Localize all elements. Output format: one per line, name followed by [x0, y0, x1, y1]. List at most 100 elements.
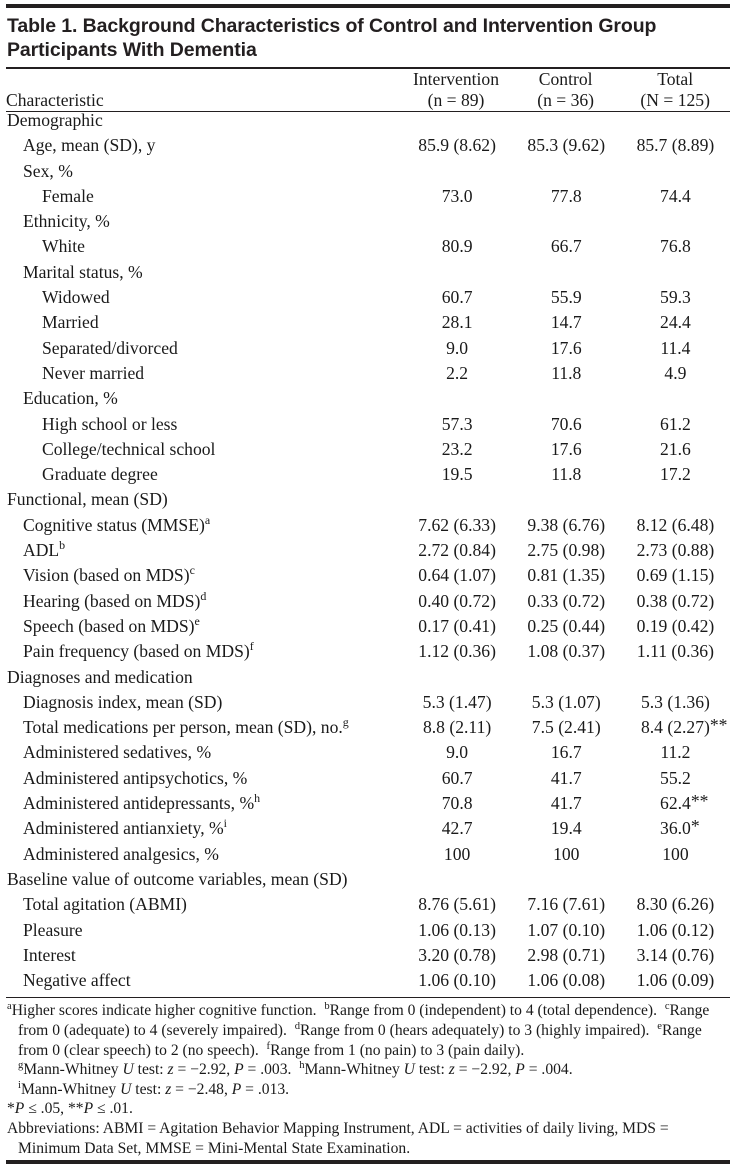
cell-total-value: 74.4 — [660, 186, 691, 206]
cell-total: 85.7 (8.89) — [621, 135, 730, 162]
table-row: High school or less 57.3 70.6 61.2 — [6, 415, 730, 441]
row-label: Speech (based on MDS)e — [6, 615, 403, 643]
table-row: Marital status, % — [6, 263, 730, 289]
cell-total-text: 0.69 (1.15) — [636, 565, 715, 586]
cell-total-text: 21.6 — [660, 438, 691, 459]
row-label: Diagnosis index, mean (SD) — [6, 691, 403, 719]
row-label: Hearing (based on MDS)d — [6, 590, 403, 618]
sig-star-single: * — [7, 1100, 15, 1118]
cell-intervention-text: 5.3 (1.47) — [422, 691, 492, 712]
cell-control-value: 11.8 — [551, 363, 581, 383]
cell-intervention-value: 1.06 (0.10) — [418, 970, 496, 990]
cell-total: 5.3 (1.36) — [621, 693, 730, 719]
cell-control-value: 16.7 — [551, 742, 582, 762]
cell-intervention: 0.40 (0.72) — [403, 592, 512, 618]
table-row: Diagnoses and medication — [6, 666, 730, 694]
footnote-text-d: Range from 0 (hears adequately) to 3 (hi… — [299, 1021, 650, 1039]
cell-intervention-value: 42.7 — [442, 818, 473, 838]
row-label-text: Diagnosis index, mean (SD) — [23, 691, 223, 712]
cell-total-text: 85.7 (8.89) — [636, 135, 715, 156]
cell-intervention-text: 80.9 — [441, 236, 473, 257]
cell-total — [621, 213, 730, 238]
cell-control-value: 100 — [553, 844, 579, 864]
header-rule — [6, 111, 730, 112]
cell-total: 55.2 — [621, 769, 730, 795]
footnote-i-u: U — [120, 1080, 132, 1098]
footnote-i-zval: = −2.48, — [171, 1080, 232, 1098]
cell-control-text: 1.08 (0.37) — [527, 641, 606, 662]
cell-intervention: 85.9 (8.62) — [403, 136, 512, 162]
cell-intervention: 9.0 — [403, 744, 512, 769]
row-label-text: Female — [42, 185, 94, 206]
cell-intervention-text: 0.17 (0.41) — [418, 615, 496, 636]
cell-total: 11.2 — [621, 744, 730, 769]
row-label: Separated/divorced — [6, 339, 403, 365]
cell-control: 11.8 — [512, 363, 621, 390]
row-label-footnote-marker: d — [200, 588, 207, 603]
row-label: Sex, % — [6, 162, 403, 188]
cell-control-text: 11.8 — [551, 464, 582, 485]
table-row: Ethnicity, % — [6, 212, 730, 238]
cell-total-value: 2.73 (0.88) — [637, 540, 715, 560]
cell-control-text: 55.9 — [550, 287, 582, 308]
cell-control-text: 1.06 (0.08) — [527, 970, 606, 991]
cell-control: 1.07 (0.10) — [512, 921, 621, 947]
cell-control: 100 — [512, 844, 621, 871]
footnote-g-zval: = −2.92, — [173, 1061, 235, 1079]
cell-total-value: 8.12 (6.48) — [637, 515, 715, 535]
cell-control-value: 0.33 (0.72) — [527, 591, 605, 611]
cell-control: 41.7 — [512, 769, 621, 795]
cell-intervention: 23.2 — [403, 440, 512, 466]
footnote-abbreviations: Abbreviations: ABMI = Agitation Behavior… — [7, 1119, 730, 1158]
cell-intervention-text: 28.1 — [441, 312, 473, 333]
cell-total-text: 36.0 — [660, 818, 691, 839]
row-label-footnote-marker: i — [223, 816, 227, 831]
footnote-h: hMann-Whitney U test: z = −2.92, P = .00… — [299, 1060, 572, 1078]
cell-total-text: 2.73 (0.88) — [636, 540, 715, 561]
footnote-text-f: Range from 1 (no pain) to 3 (pain daily)… — [270, 1041, 525, 1059]
cell-total — [621, 390, 730, 415]
cell-control-text: 85.3 (9.62) — [527, 135, 606, 156]
footnote-significance: *P ≤ .05, **P ≤ .01. — [7, 1099, 730, 1119]
cell-intervention-text: 7.62 (6.33) — [418, 514, 496, 535]
cell-intervention: 7.62 (6.33) — [403, 514, 512, 542]
row-label-text: Diagnoses and medication — [7, 666, 193, 687]
table-row: Baseline value of outcome variables, mea… — [6, 870, 730, 896]
cell-intervention-value: 70.8 — [442, 793, 473, 813]
cell-control-text: 77.8 — [550, 185, 582, 206]
footnote-text-b: Range from 0 (independent) to 4 (total d… — [329, 1002, 658, 1020]
cell-control-value: 0.81 (1.35) — [527, 565, 605, 585]
footnote-marker-a: a — [7, 1001, 12, 1013]
cell-intervention-value: 100 — [444, 844, 470, 864]
table-row: Administered antipsychotics, % 60.7 41.7 55… — [6, 769, 730, 795]
cell-intervention: 42.7 — [403, 820, 512, 845]
header-names-row: Intervention Control Total — [6, 69, 730, 90]
cell-intervention-text: 0.64 (1.07) — [418, 565, 496, 586]
cell-intervention-text: 60.7 — [441, 287, 473, 308]
row-label-text: Total agitation (ABMI) — [23, 894, 187, 915]
table-row: Sex, % — [6, 162, 730, 188]
header-control-n: (n = 36) — [537, 90, 595, 110]
row-label-text: Total medications per person, mean (SD),… — [23, 717, 343, 738]
significance-stars: ** — [709, 715, 728, 736]
cell-total: 74.4 — [621, 186, 730, 213]
row-label-footnote-marker: g — [342, 715, 349, 730]
cell-control-value: 17.6 — [551, 338, 582, 358]
table-row: Hearing (based on MDS)d 0.40 (0.72) 0.33 (… — [6, 590, 730, 618]
row-label: Demographic — [6, 111, 403, 137]
cell-control-value: 9.38 (6.76) — [527, 515, 605, 535]
table-row: Administered analgesics, % 100 100 100 — [6, 844, 730, 871]
cell-total: 100 — [621, 845, 730, 871]
row-label-text: Speech (based on MDS) — [23, 615, 195, 636]
cell-intervention: 57.3 — [403, 415, 512, 441]
cell-control-value: 17.6 — [551, 439, 582, 459]
cell-control-value: 2.75 (0.98) — [527, 540, 605, 560]
row-label-text: Graduate degree — [42, 464, 158, 485]
row-label: Never married — [6, 362, 403, 390]
table-row: ADLb 2.72 (0.84) 2.75 (0.98) 2.73 (0.88) — [6, 539, 730, 567]
table-row: Diagnosis index, mean (SD) 5.3 (1.47) 5.3 … — [6, 691, 730, 719]
cell-total-value: 85.7 (8.89) — [637, 135, 715, 155]
row-label-text: Never married — [42, 362, 145, 383]
cell-control-value: 77.8 — [551, 186, 582, 206]
cell-control: 66.7 — [512, 238, 621, 263]
